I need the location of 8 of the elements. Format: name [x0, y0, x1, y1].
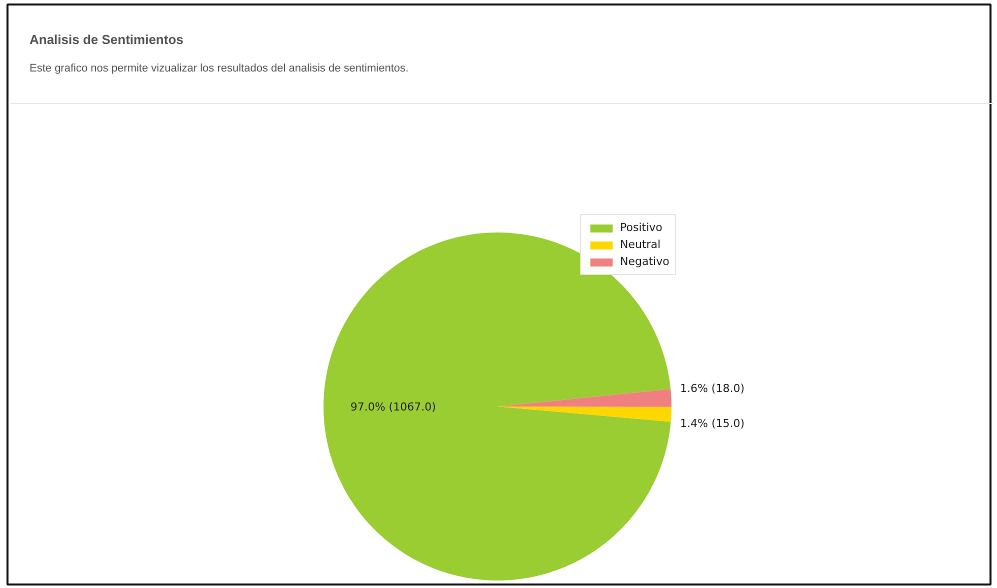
legend-label: Positivo	[620, 221, 662, 234]
data-label: 97.0% (1067.0)	[350, 400, 436, 414]
data-label: 1.4% (15.0)	[680, 417, 745, 430]
legend-label: Neutral	[620, 238, 661, 251]
data-label: 1.6% (18.0)	[680, 382, 745, 396]
text: Este grafico nos permite vizualizar los resultados del analisis de sentimientos.	[30, 62, 409, 74]
text: Analisis de Sentimientos	[30, 32, 184, 47]
legend-label: Negativo	[620, 255, 670, 268]
